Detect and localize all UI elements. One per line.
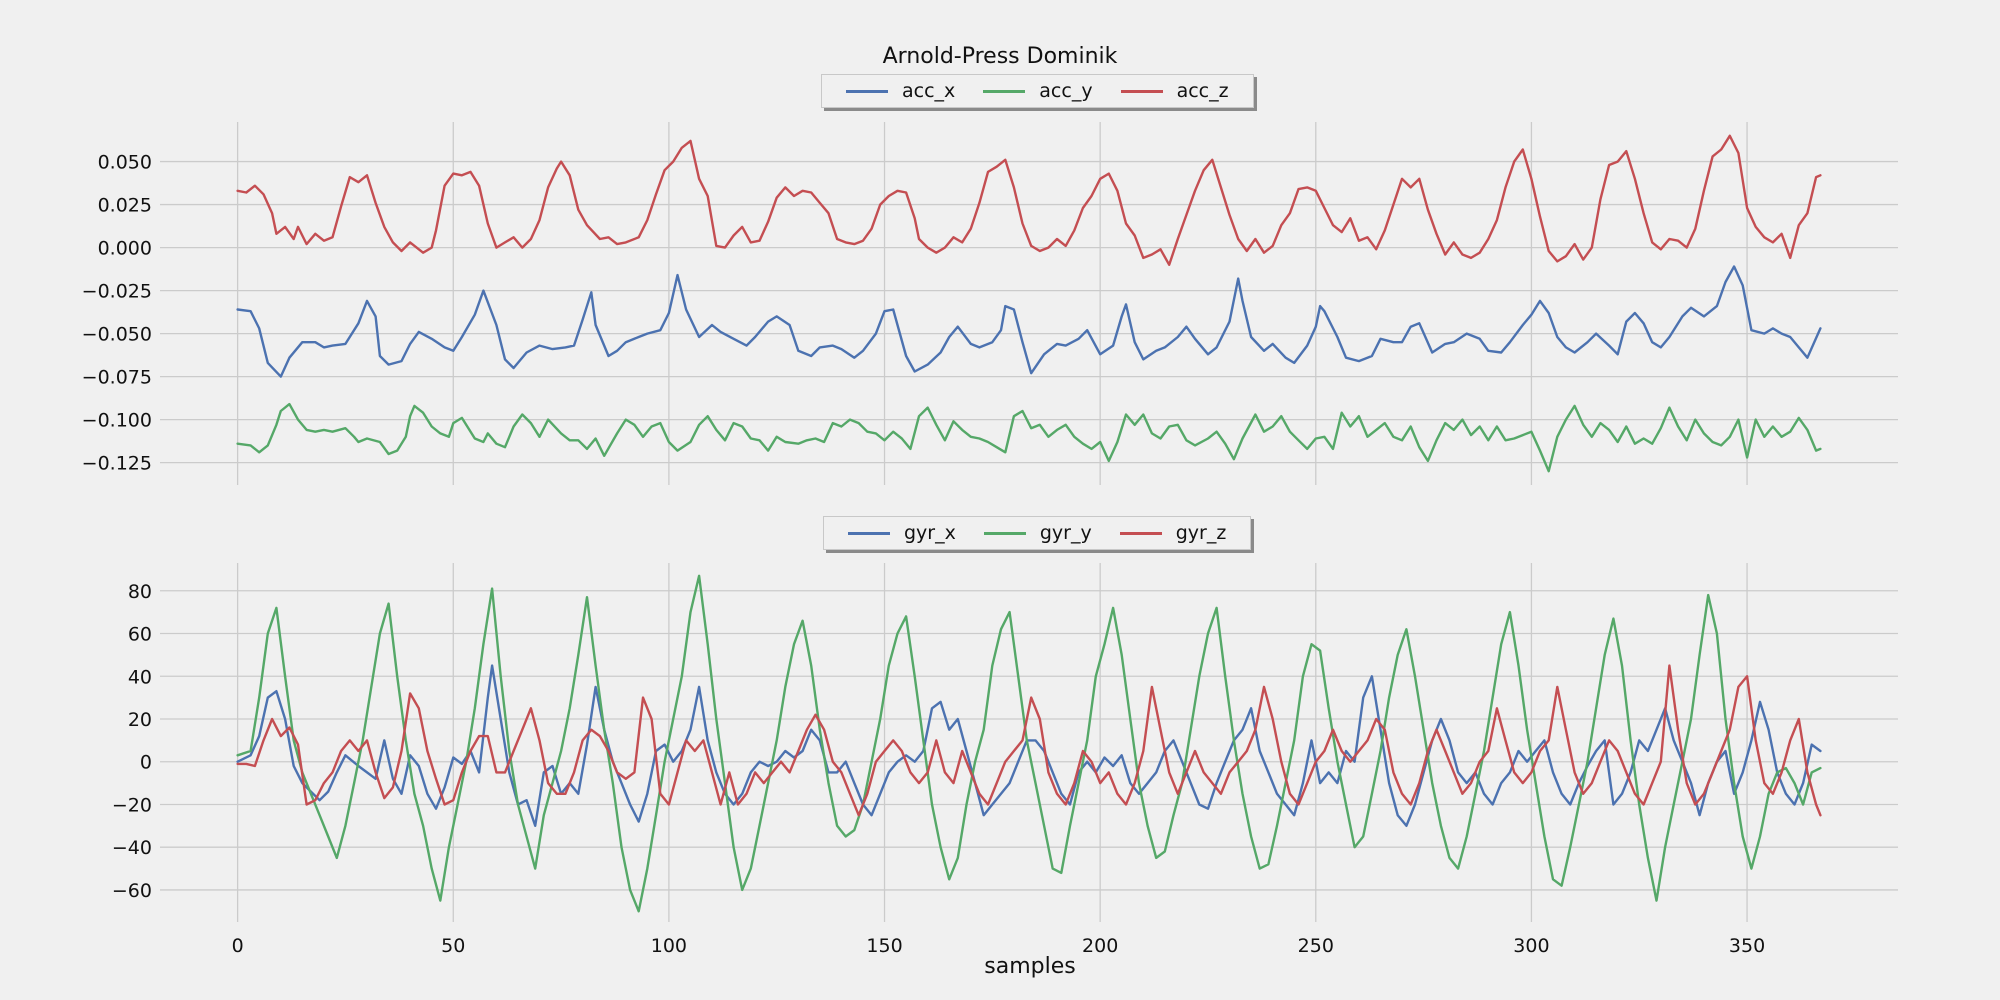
y-tick-label: −0.075	[82, 367, 152, 389]
series-line-acc-x	[236, 265, 1822, 378]
legend-entry-gyr-z: gyr_z	[1119, 522, 1227, 544]
legend-swatch-acc-x	[846, 89, 888, 93]
legend-label-gyr-x: gyr_x	[904, 522, 956, 544]
x-axis-label: samples	[984, 954, 1076, 979]
y-tick-label: −40	[112, 837, 152, 859]
gyr-legend: gyr_x gyr_y gyr_z	[823, 516, 1252, 550]
legend-label-gyr-y: gyr_y	[1039, 522, 1092, 544]
legend-entry-acc-x: acc_x	[846, 80, 955, 102]
legend-swatch-gyr-x	[848, 531, 890, 535]
y-tick-label: 40	[128, 666, 152, 688]
y-tick-label: −0.100	[82, 410, 152, 432]
y-tick-label: 0.025	[98, 195, 152, 217]
x-tick-label: 100	[651, 935, 687, 957]
y-tick-label: −0.025	[82, 281, 152, 303]
legend-entry-acc-z: acc_z	[1120, 80, 1229, 102]
series-line-acc-z	[236, 134, 1822, 266]
y-tick-label: −0.050	[82, 324, 152, 346]
legend-swatch-gyr-z	[1119, 531, 1162, 535]
series-line-gyr-z	[236, 664, 1822, 817]
y-tick-label: −60	[112, 880, 152, 902]
y-tick-label: 0.000	[98, 238, 152, 260]
x-tick-label: 300	[1513, 935, 1549, 957]
x-tick-label: 150	[866, 935, 902, 957]
series-line-gyr-x	[236, 664, 1822, 827]
x-tick-label: 350	[1729, 935, 1765, 957]
x-tick-label: 250	[1298, 935, 1334, 957]
series-line-gyr-y	[236, 574, 1822, 913]
x-tick-label: 50	[441, 935, 465, 957]
legend-swatch-acc-y	[983, 89, 1026, 93]
series-line-acc-y	[236, 402, 1822, 473]
accelerometer-panel: −0.125 −0.100 −0.075 −0.050 −0.025 0.000 0.025…	[82, 122, 1898, 485]
y-tick-label: −0.125	[82, 453, 152, 475]
legend-label-acc-z: acc_z	[1176, 80, 1229, 102]
legend-label-acc-y: acc_y	[1039, 80, 1093, 102]
legend-entry-acc-y: acc_y	[983, 80, 1093, 102]
acc-legend: acc_x acc_y acc_z	[821, 74, 1254, 108]
legend-entry-gyr-x: gyr_x	[848, 522, 956, 544]
legend-label-gyr-z: gyr_z	[1175, 522, 1227, 544]
y-tick-label: 0.050	[98, 152, 152, 174]
chart-title: Arnold-Press Dominik	[882, 44, 1118, 69]
legend-label-acc-x: acc_x	[902, 80, 956, 102]
y-tick-label: 60	[128, 624, 152, 646]
legend-entry-gyr-y: gyr_y	[983, 522, 1092, 544]
gyroscope-panel: −60 −40 −20 0 20 40 60 80 0 50 100 150 200 250 300 350	[112, 563, 1898, 957]
y-tick-label: 0	[140, 752, 152, 774]
legend-swatch-acc-z	[1120, 89, 1163, 93]
y-tick-label: 20	[128, 709, 152, 731]
x-tick-label: 200	[1082, 935, 1118, 957]
x-tick-label: 0	[232, 935, 244, 957]
y-tick-label: −20	[112, 794, 152, 816]
y-tick-label: 80	[128, 581, 152, 603]
legend-swatch-gyr-y	[983, 531, 1026, 535]
